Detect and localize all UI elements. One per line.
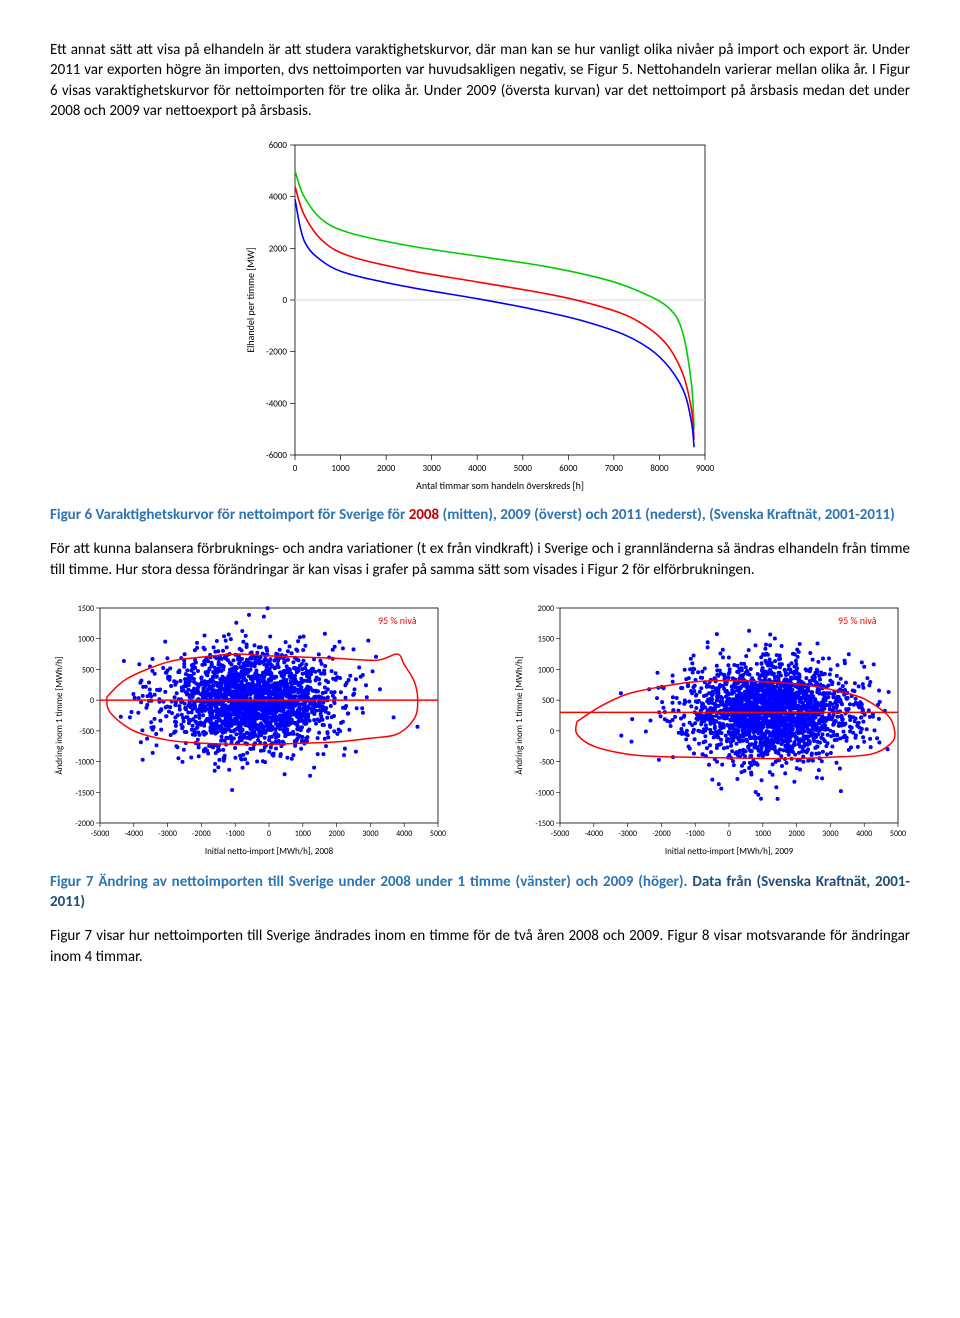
svg-text:-500: -500 bbox=[79, 727, 94, 737]
svg-text:500: 500 bbox=[542, 696, 554, 706]
svg-text:-5000: -5000 bbox=[91, 829, 110, 839]
svg-text:500: 500 bbox=[82, 665, 94, 675]
svg-text:5000: 5000 bbox=[514, 463, 533, 474]
svg-text:-4000: -4000 bbox=[266, 398, 287, 409]
svg-text:-2000: -2000 bbox=[652, 829, 671, 839]
svg-text:0: 0 bbox=[293, 463, 298, 474]
svg-text:4000: 4000 bbox=[396, 829, 412, 839]
svg-text:-1000: -1000 bbox=[686, 829, 705, 839]
svg-text:Elhandel per timme [MW]: Elhandel per timme [MW] bbox=[244, 247, 257, 353]
svg-text:-4000: -4000 bbox=[584, 829, 603, 839]
svg-text:95 % nivå: 95 % nivå bbox=[378, 614, 417, 627]
svg-text:-2000: -2000 bbox=[266, 347, 287, 358]
svg-text:-1000: -1000 bbox=[226, 829, 245, 839]
figure-6: 0 1000 2000 3000 4000 5000 6000 7000 8000 9000 -60… bbox=[210, 135, 750, 495]
figure-6-caption: Figur 6 Varaktighetskurvor för nettoimpo… bbox=[50, 505, 910, 525]
svg-text:8000: 8000 bbox=[650, 463, 669, 474]
svg-text:4000: 4000 bbox=[269, 192, 288, 203]
svg-text:0: 0 bbox=[90, 696, 94, 706]
svg-text:2000: 2000 bbox=[377, 463, 396, 474]
svg-text:7000: 7000 bbox=[605, 463, 624, 474]
outro-paragraph: Figur 7 visar hur nettoimporten till Sve… bbox=[50, 926, 910, 967]
svg-text:1500: 1500 bbox=[78, 604, 94, 614]
svg-text:4000: 4000 bbox=[468, 463, 487, 474]
svg-text:2000: 2000 bbox=[269, 243, 288, 254]
svg-text:-5000: -5000 bbox=[551, 829, 570, 839]
figure-6-plot: 0 1000 2000 3000 4000 5000 6000 7000 8000 9000 -60… bbox=[240, 135, 720, 495]
svg-text:Ändring inom 1 timme [MWh/h]: Ändring inom 1 timme [MWh/h] bbox=[514, 656, 525, 775]
svg-text:1000: 1000 bbox=[755, 829, 771, 839]
svg-text:4000: 4000 bbox=[856, 829, 872, 839]
svg-text:95 % nivå: 95 % nivå bbox=[838, 614, 877, 627]
svg-text:1000: 1000 bbox=[538, 665, 554, 675]
svg-text:-1500: -1500 bbox=[75, 788, 94, 798]
svg-text:Antal timmar som handeln övers: Antal timmar som handeln överskreds [h] bbox=[416, 479, 584, 492]
svg-text:-2000: -2000 bbox=[192, 829, 211, 839]
svg-text:1000: 1000 bbox=[331, 463, 350, 474]
svg-text:-3000: -3000 bbox=[158, 829, 177, 839]
svg-text:1500: 1500 bbox=[538, 634, 554, 644]
svg-text:2000: 2000 bbox=[328, 829, 344, 839]
svg-text:-1500: -1500 bbox=[535, 819, 554, 829]
svg-text:3000: 3000 bbox=[362, 829, 378, 839]
svg-text:0: 0 bbox=[550, 727, 554, 737]
svg-text:-2000: -2000 bbox=[75, 819, 94, 829]
svg-text:Initial netto-import [MWh/h],: Initial netto-import [MWh/h], 2008 bbox=[205, 846, 334, 857]
svg-text:Initial netto-import [MWh/h],: Initial netto-import [MWh/h], 2009 bbox=[665, 846, 794, 857]
svg-text:0: 0 bbox=[282, 295, 287, 306]
figure-7-caption: Figur 7 Ändring av nettoimporten till Sv… bbox=[50, 872, 910, 913]
svg-text:Ändring inom 1 timme [MWh/h]: Ändring inom 1 timme [MWh/h] bbox=[54, 656, 65, 775]
svg-text:-6000: -6000 bbox=[266, 450, 287, 461]
svg-text:9000: 9000 bbox=[696, 463, 715, 474]
intro-paragraph: Ett annat sätt att visa på elhandeln är … bbox=[50, 40, 910, 121]
svg-text:3000: 3000 bbox=[822, 829, 838, 839]
svg-text:1000: 1000 bbox=[295, 829, 311, 839]
svg-text:-500: -500 bbox=[539, 757, 554, 767]
svg-text:2000: 2000 bbox=[788, 829, 804, 839]
svg-text:5000: 5000 bbox=[430, 829, 446, 839]
svg-text:0: 0 bbox=[727, 829, 731, 839]
svg-text:-1000: -1000 bbox=[535, 788, 554, 798]
figure-7: -5000-4000-3000-2000-1000010002000300040… bbox=[50, 598, 910, 858]
svg-text:-1000: -1000 bbox=[75, 757, 94, 767]
svg-text:6000: 6000 bbox=[559, 463, 578, 474]
figure-7-left: -5000-4000-3000-2000-1000010002000300040… bbox=[50, 598, 450, 858]
figure-7-right: -5000-4000-3000-2000-1000010002000300040… bbox=[510, 598, 910, 858]
mid-paragraph: För att kunna balansera förbruknings- oc… bbox=[50, 539, 910, 580]
svg-text:-3000: -3000 bbox=[618, 829, 637, 839]
svg-text:1000: 1000 bbox=[78, 634, 94, 644]
svg-text:-4000: -4000 bbox=[124, 829, 143, 839]
svg-text:6000: 6000 bbox=[269, 140, 288, 151]
svg-text:0: 0 bbox=[267, 829, 271, 839]
svg-text:2000: 2000 bbox=[538, 604, 554, 614]
svg-text:3000: 3000 bbox=[423, 463, 442, 474]
svg-text:5000: 5000 bbox=[890, 829, 906, 839]
